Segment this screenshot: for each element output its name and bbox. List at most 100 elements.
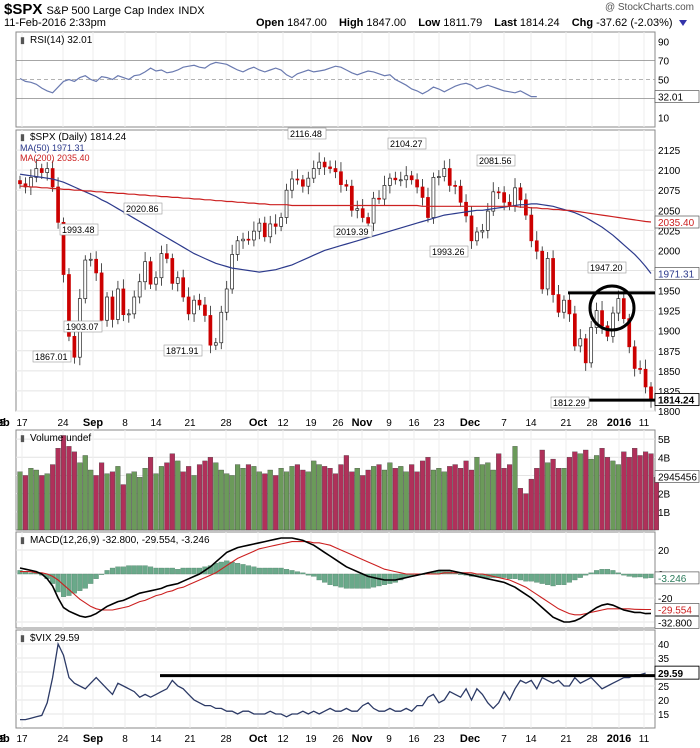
x-label-top-7: Oct <box>249 417 268 429</box>
price-candle-body <box>513 187 517 206</box>
price-candle-body <box>502 192 506 203</box>
price-candle-body <box>534 240 539 252</box>
price-candle-body <box>594 310 599 328</box>
macd-histogram-bar <box>610 570 616 575</box>
low-value: 1811.79 <box>443 17 483 29</box>
price-tick-label-5: 1925 <box>658 307 681 318</box>
macd-histogram-bar <box>343 573 349 589</box>
price-candle-body <box>507 201 512 206</box>
price-candle-body <box>447 168 452 186</box>
macd-histogram-bar <box>294 571 300 575</box>
volume-bar <box>599 448 605 531</box>
price-candle-body <box>540 250 545 290</box>
price-candle-body <box>529 214 534 242</box>
macd-histogram-bar <box>599 569 605 575</box>
x-label-bottom-25: 8 <box>0 734 3 745</box>
price-annotation-box-0 <box>59 223 99 236</box>
price-annotation-box-9 <box>476 154 516 167</box>
price-candle-body <box>322 161 327 168</box>
macd-hist-last-label: -3.246 <box>658 574 687 585</box>
macd-line <box>19 537 652 623</box>
volume-bar <box>267 469 273 531</box>
dropdown-triangle-icon[interactable] <box>678 20 687 27</box>
price-candle-body <box>83 259 88 299</box>
macd-histogram-bar <box>262 567 268 575</box>
volume-bar <box>610 460 616 531</box>
volume-bar <box>425 457 431 531</box>
volume-bar <box>583 449 589 531</box>
price-candle-body <box>165 253 169 259</box>
macd-histogram-bar <box>517 573 523 581</box>
macd-histogram-bar <box>507 573 513 579</box>
price-candle-body <box>170 258 175 284</box>
volume-bar <box>577 453 583 531</box>
macd-histogram-bar <box>648 573 654 579</box>
price-candle-body <box>409 175 414 181</box>
macd-histogram-bar <box>28 572 34 575</box>
price-annotation-7: 2104.27 <box>390 139 423 149</box>
rsi-last-label: 32.01 <box>658 93 683 104</box>
price-last-box <box>654 393 700 407</box>
macd-histogram-bar <box>109 567 116 575</box>
rsi-title: RSI(14) 32.01 <box>30 35 93 46</box>
macd-histogram-bar <box>55 573 61 593</box>
x-label-bottom-15: Dec <box>460 733 480 745</box>
volume-bar <box>300 469 306 531</box>
x-label-bottom-11: Nov <box>352 733 374 745</box>
macd-tick-label-3: 20 <box>658 546 670 557</box>
x-label-top-24: Feb <box>0 417 10 429</box>
macd-histogram-bar <box>371 573 377 588</box>
x-label-bottom-7: Oct <box>249 733 268 745</box>
volume-bar <box>327 468 333 531</box>
macd-legend-icon: ▮ <box>20 535 25 545</box>
vix-legend-icon: ▮ <box>20 633 25 643</box>
price-candle-body <box>126 313 131 316</box>
volume-bar <box>604 457 611 531</box>
price-annotation-10: 1947.20 <box>590 263 623 273</box>
price-annotation-6: 2019.39 <box>336 227 369 237</box>
volume-bar <box>332 473 339 531</box>
volume-bar <box>245 464 252 531</box>
price-candle-body <box>56 186 60 223</box>
macd-histogram-bar <box>245 565 252 575</box>
macd-histogram-bar <box>545 573 551 585</box>
watermark: @ StockCharts.com <box>604 2 694 13</box>
macd-histogram-bar <box>142 565 148 575</box>
x-label-bottom-24: Feb <box>0 733 10 745</box>
price-annotation-11: 1812.29 <box>553 398 586 408</box>
price-annotation-4: 1871.91 <box>166 346 199 356</box>
vix-last-box <box>654 665 700 680</box>
price-tick-label-10: 2050 <box>658 206 681 217</box>
volume-bar <box>539 449 545 531</box>
price-candle-body <box>273 223 278 227</box>
volume-bar <box>289 466 295 531</box>
price-candle-body <box>88 258 93 261</box>
price-tick-label-4: 1900 <box>658 327 681 338</box>
x-label-top-14: 23 <box>433 418 445 429</box>
x-label-bottom-23: 25 <box>0 734 6 745</box>
macd-last-label-box <box>654 616 700 629</box>
price-candle-body <box>143 261 147 283</box>
x-label-top-21: 11 <box>639 418 650 429</box>
macd-histogram-bar <box>322 573 328 583</box>
price-candle-body <box>295 178 300 181</box>
macd-histogram-bar <box>17 570 23 575</box>
macd-histogram-bar <box>550 573 556 587</box>
volume-bar <box>501 468 507 531</box>
x-label-top-12: 9 <box>386 418 392 429</box>
price-candle-body <box>132 296 137 315</box>
x-label-top-17: 14 <box>525 418 537 429</box>
price-annotation-box-11 <box>550 396 590 409</box>
macd-histogram-bar <box>615 572 621 575</box>
rsi-tick-label-0: 10 <box>658 114 670 125</box>
macd-histogram-bar <box>637 573 643 578</box>
macd-histogram-bar <box>164 567 170 575</box>
volume-bar <box>283 471 290 531</box>
volume-bar <box>354 468 360 531</box>
ma200-last-label: 2035.40 <box>658 218 695 229</box>
price-candle-body <box>105 296 109 321</box>
x-label-top-5: 21 <box>184 418 196 429</box>
price-candle-body <box>67 274 71 337</box>
volume-bar <box>109 471 116 531</box>
volume-bar <box>207 457 213 531</box>
